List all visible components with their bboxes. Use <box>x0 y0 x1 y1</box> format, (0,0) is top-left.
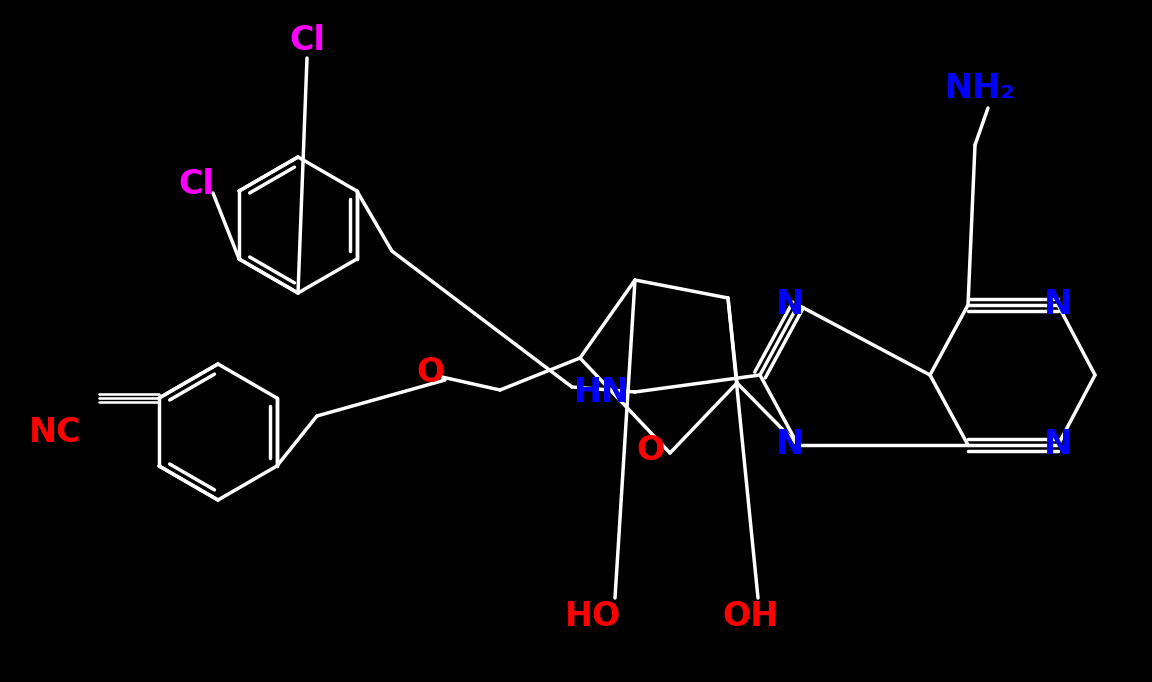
Text: N: N <box>1044 288 1073 321</box>
Text: N: N <box>776 288 804 321</box>
Text: HN: HN <box>574 376 630 409</box>
Text: NH₂: NH₂ <box>945 72 1015 104</box>
Text: N: N <box>776 428 804 462</box>
Text: N: N <box>1044 428 1073 462</box>
Text: HO: HO <box>564 600 621 634</box>
Text: O: O <box>416 355 445 389</box>
Text: NC: NC <box>29 415 82 449</box>
Text: Cl: Cl <box>289 23 325 57</box>
Text: O: O <box>636 434 664 466</box>
Text: HN: HN <box>574 376 630 409</box>
Text: Cl: Cl <box>179 168 214 201</box>
Text: OH: OH <box>722 600 778 634</box>
